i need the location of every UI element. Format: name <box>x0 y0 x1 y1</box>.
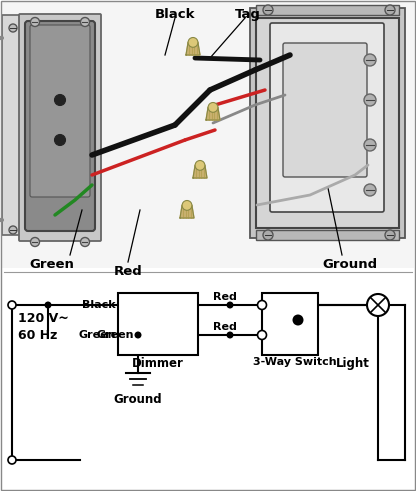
Text: Red: Red <box>213 292 237 302</box>
Text: Red: Red <box>114 265 142 278</box>
Text: Black: Black <box>155 8 195 21</box>
Circle shape <box>364 139 376 151</box>
Circle shape <box>364 184 376 196</box>
Text: Tag: Tag <box>235 8 261 21</box>
Circle shape <box>364 94 376 106</box>
Bar <box>256 5 399 15</box>
Bar <box>262 293 318 355</box>
Circle shape <box>81 18 89 27</box>
Text: 120 V~
60 Hz: 120 V~ 60 Hz <box>18 312 69 342</box>
Circle shape <box>54 135 65 145</box>
Text: Light: Light <box>336 357 370 370</box>
Circle shape <box>45 301 52 308</box>
Text: Ground: Ground <box>322 258 378 271</box>
Circle shape <box>263 230 273 240</box>
Circle shape <box>226 301 233 308</box>
Circle shape <box>292 315 304 326</box>
FancyBboxPatch shape <box>270 23 384 212</box>
Text: Green: Green <box>97 330 134 340</box>
Circle shape <box>364 54 376 66</box>
Text: Green: Green <box>79 330 116 340</box>
Text: Dimmer: Dimmer <box>132 357 184 370</box>
Text: Ground: Ground <box>114 393 162 406</box>
Circle shape <box>30 238 40 246</box>
Circle shape <box>226 331 233 338</box>
Circle shape <box>9 226 17 234</box>
Circle shape <box>30 18 40 27</box>
Bar <box>2 2 414 268</box>
Circle shape <box>195 161 205 170</box>
Bar <box>118 293 198 355</box>
FancyBboxPatch shape <box>283 43 367 177</box>
Circle shape <box>8 301 16 309</box>
Circle shape <box>385 5 395 15</box>
Bar <box>256 230 399 240</box>
Polygon shape <box>193 165 207 178</box>
Text: Red: Red <box>213 322 237 332</box>
Circle shape <box>134 331 141 338</box>
Circle shape <box>8 456 16 464</box>
Circle shape <box>54 94 65 106</box>
Circle shape <box>182 200 192 210</box>
Circle shape <box>9 24 17 32</box>
Circle shape <box>385 230 395 240</box>
FancyBboxPatch shape <box>19 14 101 241</box>
Circle shape <box>258 330 267 339</box>
Circle shape <box>81 238 89 246</box>
Circle shape <box>263 5 273 15</box>
Text: Green: Green <box>30 258 74 271</box>
FancyBboxPatch shape <box>2 15 24 235</box>
Circle shape <box>367 294 389 316</box>
Text: 3-Way Switch: 3-Way Switch <box>253 357 337 367</box>
FancyBboxPatch shape <box>256 18 399 228</box>
FancyBboxPatch shape <box>25 21 95 231</box>
FancyBboxPatch shape <box>30 25 90 197</box>
Text: Black: Black <box>82 300 116 310</box>
Circle shape <box>208 103 218 112</box>
Circle shape <box>258 300 267 309</box>
FancyBboxPatch shape <box>250 8 405 238</box>
Circle shape <box>188 37 198 47</box>
Polygon shape <box>206 108 220 120</box>
Polygon shape <box>180 205 194 218</box>
Polygon shape <box>186 42 200 55</box>
